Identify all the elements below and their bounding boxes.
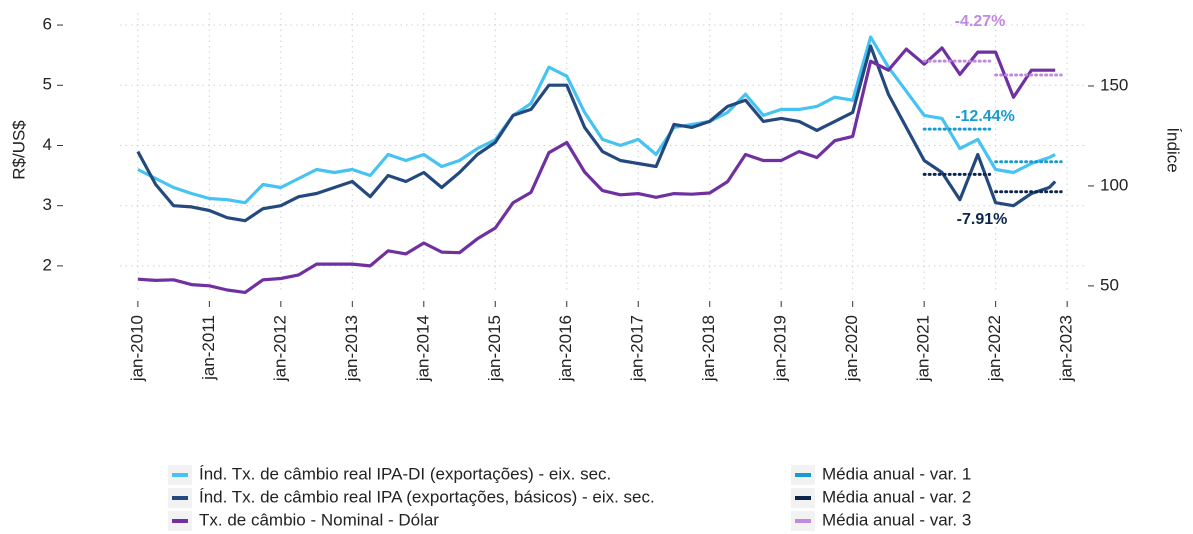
y-tick-label: 6	[43, 15, 52, 34]
y2-tick-label: 100	[1100, 175, 1128, 194]
y-tick-label: 3	[43, 195, 52, 214]
y-axis-label: R$/US$	[9, 120, 28, 180]
x-tick-label: jan-2023	[1057, 315, 1076, 382]
legend-label: Média anual - var. 1	[822, 464, 971, 483]
x-tick-label: jan-2011	[199, 315, 218, 381]
series-line	[136, 44, 1057, 223]
x-tick-label: jan-2014	[413, 315, 432, 382]
y-tick-label: 2	[43, 255, 52, 274]
x-tick-label: jan-2013	[342, 315, 361, 382]
legend-label: Tx. de câmbio - Nominal - Dólar	[199, 510, 439, 529]
x-tick-label: jan-2010	[127, 315, 146, 382]
x-tick-label: jan-2017	[628, 315, 647, 382]
x-tick-label: jan-2015	[485, 315, 504, 382]
y2-tick-label: 150	[1100, 75, 1128, 94]
annotation: -12.44%	[955, 108, 1015, 125]
series-line	[137, 46, 1056, 294]
x-tick-label: jan-2020	[842, 315, 861, 382]
y-tick-label: 5	[43, 75, 52, 94]
y-tick-label: 4	[43, 135, 52, 154]
annotation: -4.27%	[955, 13, 1006, 30]
legend-label: Índ. Tx. de câmbio real IPA-DI (exportaç…	[199, 464, 611, 483]
x-tick-label: jan-2016	[556, 315, 575, 382]
x-tick-label: jan-2012	[270, 315, 289, 382]
annotation: -7.91%	[957, 211, 1008, 228]
y2-tick-label: 50	[1100, 275, 1119, 294]
x-tick-label: jan-2022	[985, 315, 1004, 382]
legend-label: Índ. Tx. de câmbio real IPA (exportações…	[199, 487, 655, 506]
legend-label: Média anual - var. 2	[822, 487, 971, 506]
series-line	[137, 35, 1056, 205]
y2-axis-label: Índice	[1164, 127, 1183, 172]
legend-label: Média anual - var. 3	[822, 510, 971, 529]
x-tick-label: jan-2018	[699, 315, 718, 382]
x-tick-label: jan-2021	[914, 315, 933, 382]
x-tick-label: jan-2019	[771, 315, 790, 382]
